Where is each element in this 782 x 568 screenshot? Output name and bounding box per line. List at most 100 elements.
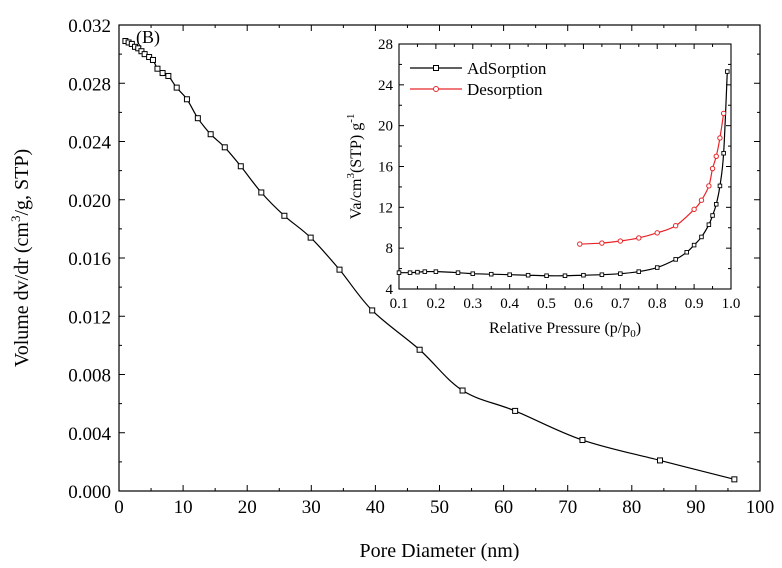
main-y-tick-label: 0.016 [68,249,111,270]
inset-x-axis-title-tail: ) [636,320,641,337]
main-data-point [165,72,172,79]
main-data-point [657,457,664,464]
main-x-tick-label: 30 [302,497,321,518]
inset-data-point-adsorption [699,234,704,240]
inset-data-point-adsorption [636,269,642,274]
inset-data-point-desorption [617,238,624,244]
legend-marker-desorption [433,86,439,92]
main-data-point [369,307,376,314]
inset-data-point-adsorption [691,242,697,248]
legend-label-desorption: Desorption [467,80,543,99]
main-data-point [194,115,201,122]
inset-x-axis-title: Relative Pressure (p/p0) [489,320,641,340]
inset-x-axis-title-sub: 0 [630,328,636,340]
inset-y-tick-label: 16 [378,160,394,176]
inset-y-tick-label: 20 [378,119,393,135]
main-y-tick-label: 0.024 [68,133,111,154]
inset-data-point-desorption [713,153,719,159]
main-x-tick-label: 20 [238,497,257,518]
main-y-axis-title-sup: 3 [8,216,23,223]
inset-data-point-desorption [577,241,583,247]
main-data-point [281,212,288,219]
main-data-point [579,437,586,444]
inset-data-point-adsorption [713,202,719,207]
inset-data-point-desorption [717,135,723,141]
inset-y-axis-title-mid: (STP) g [348,123,365,173]
inset-data-point-desorption [672,223,679,229]
inset-data-point-adsorption [684,249,689,255]
main-y-axis-title-tail: /g, STP) [11,149,33,216]
inset-data-point-adsorption [488,271,494,277]
main-data-point [512,407,519,414]
inset-data-point-adsorption [581,272,586,278]
inset-data-point-desorption [691,206,697,213]
inset-data-point-desorption [706,183,712,189]
inset-data-point-adsorption [706,222,712,227]
inset-x-tick-label: 0.5 [537,296,556,312]
inset-plot-frame [398,43,732,290]
inset-data-point-adsorption [725,69,730,74]
main-x-tick-label: 10 [174,497,193,518]
inset-x-axis-title-part: Relative Pressure (p/p [489,320,630,337]
main-x-tick-label: 90 [686,497,705,518]
inset-y-axis-title-sup: 3 [345,173,357,179]
inset-y-tick-label: 4 [386,282,394,298]
main-data-point [731,476,738,483]
inset-data-point-desorption [720,110,727,117]
inset-data-point-adsorption [562,273,568,278]
main-data-point [221,144,228,151]
inset-data-point-adsorption [544,273,549,278]
inset-x-tick-label: 0.1 [390,296,409,312]
inset-y-axis-title-part: Va/cm [348,178,365,219]
main-x-tick-label: 60 [494,497,513,518]
main-x-tick-label: 40 [366,497,385,518]
main-y-tick-label: 0.012 [68,307,111,328]
main-data-point [416,346,423,353]
inset-data-point-adsorption [507,272,512,277]
inset-data-point-adsorption [654,265,660,270]
main-y-tick-label: 0.028 [68,74,111,95]
main-data-point [258,189,265,196]
main-data-point [237,163,244,170]
main-data-point [307,234,314,241]
inset-data-point-adsorption [396,270,402,275]
inset-x-tick-label: 1.0 [722,296,741,312]
inset-data-point-adsorption [433,269,439,274]
main-data-point [183,96,190,103]
main-y-tick-label: 0.000 [68,482,111,503]
inset-data-point-adsorption [422,269,428,274]
main-y-tick-label: 0.008 [68,366,111,387]
inset-y-tick-label: 8 [386,241,394,257]
main-y-axis-title: Volume dv/dr (cm3/g, STP) [8,149,33,367]
main-x-tick-label: 0 [114,497,124,518]
main-y-tick-label: 0.032 [68,16,111,37]
legend-label-adsorption: AdSorption [467,59,547,78]
main-x-tick-label: 50 [430,497,449,518]
main-y-tick-label: 0.004 [68,424,111,445]
inset-data-point-desorption [698,197,705,203]
inset-y-tick-label: 28 [378,37,393,53]
main-x-tick-label: 70 [558,497,577,518]
inset-x-tick-label: 0.6 [574,296,593,312]
main-y-tick-label: 0.020 [68,191,111,212]
inset-data-point-adsorption [710,213,715,218]
inset-x-tick-label: 0.9 [685,296,704,312]
inset-x-tick-label: 0.2 [427,296,446,312]
main-data-point [154,65,161,72]
inset-y-tick-label: 12 [378,200,393,216]
inset-data-point-adsorption [455,270,461,275]
main-x-tick-label: 100 [746,497,775,518]
main-data-point [149,56,156,63]
legend-marker-adsorption [433,65,439,71]
inset-data-point-desorption [599,240,605,246]
inset-data-point-adsorption [470,271,476,276]
inset-x-tick-label: 0.7 [611,296,630,312]
inset-data-point-desorption [636,235,642,241]
inset-y-axis-title-sup2: -1 [345,114,357,123]
main-x-tick-label: 80 [622,497,641,518]
inset-x-tick-label: 0.4 [500,296,519,312]
inset-x-tick-label: 0.3 [463,296,482,312]
main-data-point [173,84,180,91]
